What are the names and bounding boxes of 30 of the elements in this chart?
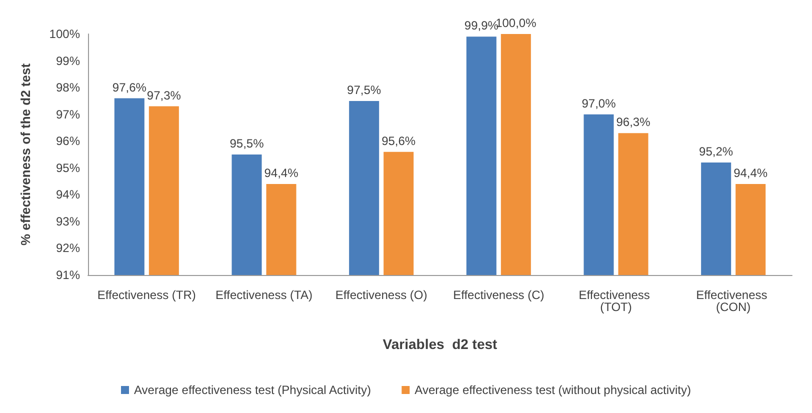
y-tick-label: 97%: [56, 107, 80, 122]
y-tick-label: 93%: [56, 214, 80, 228]
data-label: 95,5%: [230, 136, 264, 150]
data-label: 97,0%: [582, 96, 616, 110]
y-tick-label: 96%: [56, 134, 80, 148]
data-label: 95,6%: [382, 134, 416, 148]
x-tick-label: Effectiveness (C): [453, 288, 544, 302]
legend-label: Average effectiveness test (without physical activity): [414, 383, 692, 397]
y-tick-label: 98%: [56, 80, 80, 95]
data-label: 94,4%: [264, 166, 299, 180]
y-tick-label: 100%: [49, 27, 80, 41]
x-tick-label: Effectiveness (O): [335, 288, 428, 302]
x-tick-label: Effectiveness (TOT): [578, 288, 654, 314]
y-axis-title: % effectiveness of the d2 test: [18, 62, 33, 246]
y-tick-label: 95%: [56, 160, 80, 175]
data-label: 96,3%: [616, 115, 651, 130]
y-tick-label: 91%: [56, 268, 80, 282]
data-label: 95,2%: [699, 144, 734, 159]
data-label: 97,6%: [112, 80, 147, 94]
x-tick-label: Effectiveness (TA): [216, 288, 312, 302]
y-tick-label: 99%: [56, 54, 80, 68]
x-tick-label: Effectiveness (CON): [696, 288, 771, 314]
x-tick-label: Effectiveness (TR): [97, 288, 196, 302]
x-axis-title: Variables d2 test: [382, 336, 498, 352]
y-tick-label: 94%: [56, 188, 80, 202]
data-label: 97,5%: [347, 82, 382, 97]
y-tick-label: 92%: [56, 241, 80, 256]
legend-label: Average effectiveness test (Physical Activity): [134, 383, 371, 397]
data-label: 94,4%: [734, 166, 768, 180]
data-label: 97,3%: [146, 88, 182, 102]
